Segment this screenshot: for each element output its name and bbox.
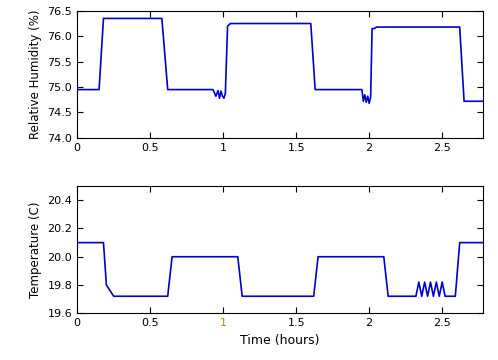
Y-axis label: Relative Humidity (%): Relative Humidity (%) [29,10,42,139]
Y-axis label: Temperature (C): Temperature (C) [29,202,42,298]
X-axis label: Time (hours): Time (hours) [241,334,320,347]
